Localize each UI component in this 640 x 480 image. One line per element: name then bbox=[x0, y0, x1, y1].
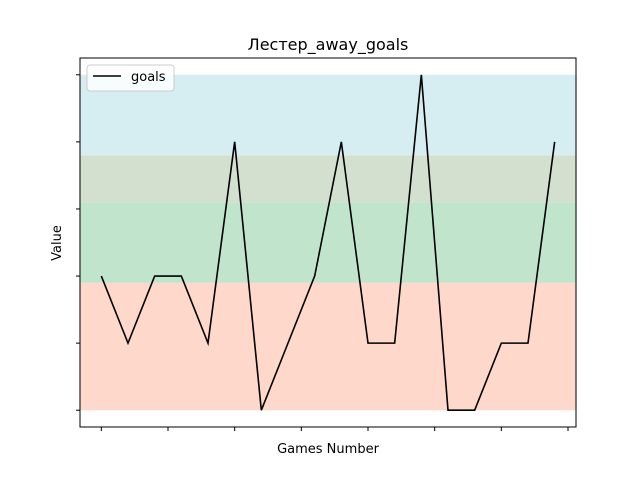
series-layer bbox=[100, 74, 556, 412]
band-1 bbox=[79, 202, 577, 283]
band-2 bbox=[79, 155, 577, 203]
x-ticks bbox=[100, 427, 569, 431]
legend-label: goals bbox=[131, 70, 166, 85]
background-bands bbox=[79, 74, 577, 411]
chart-title: Лестер_away_goals bbox=[248, 35, 409, 55]
band-0 bbox=[79, 282, 577, 411]
x-axis-label: Games Number bbox=[277, 442, 379, 457]
legend-box bbox=[86, 64, 175, 92]
y-axis-label: Value bbox=[50, 225, 65, 261]
plot-frame bbox=[79, 57, 577, 428]
y-ticks bbox=[76, 74, 80, 411]
legend: goals bbox=[86, 64, 175, 92]
series-line-goals bbox=[100, 74, 556, 412]
